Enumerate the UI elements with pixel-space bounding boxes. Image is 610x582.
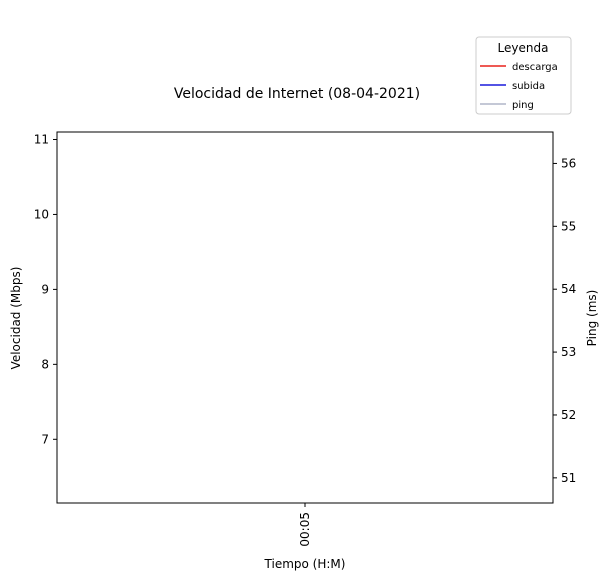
x-axis-label: Tiempo (H:M) bbox=[264, 557, 346, 571]
y2-tick-label: 56 bbox=[561, 156, 576, 170]
chart-title: Velocidad de Internet (08-04-2021) bbox=[174, 86, 420, 102]
y2-axis-label: Ping (ms) bbox=[585, 290, 599, 347]
legend-label-descarga: descarga bbox=[512, 62, 558, 73]
legend-label-subida: subida bbox=[512, 81, 545, 92]
legend-title: Leyenda bbox=[498, 41, 549, 55]
left-axis: 7 8 9 10 11 bbox=[34, 132, 57, 446]
legend-box bbox=[475, 36, 572, 115]
y2-tick-label: 51 bbox=[561, 471, 576, 485]
y-tick-label: 8 bbox=[41, 357, 49, 371]
y-tick-label: 11 bbox=[34, 132, 49, 146]
x-tick-label: 00:05 bbox=[298, 512, 312, 547]
legend-label-ping: ping bbox=[512, 100, 534, 111]
y-tick-label: 9 bbox=[41, 282, 49, 296]
x-axis: 00:05 bbox=[298, 503, 312, 547]
y2-tick-label: 52 bbox=[561, 408, 576, 422]
y2-tick-label: 55 bbox=[561, 219, 576, 233]
y2-tick-label: 54 bbox=[561, 282, 576, 296]
legend: Leyenda descarga subida ping bbox=[475, 36, 572, 115]
right-axis: 51 52 53 54 55 56 bbox=[553, 156, 576, 485]
plot-frame bbox=[56, 131, 554, 504]
y-tick-label: 7 bbox=[41, 432, 49, 446]
y-axis-label: Velocidad (Mbps) bbox=[9, 267, 23, 370]
y2-tick-label: 53 bbox=[561, 345, 576, 359]
y-tick-label: 10 bbox=[34, 207, 49, 221]
